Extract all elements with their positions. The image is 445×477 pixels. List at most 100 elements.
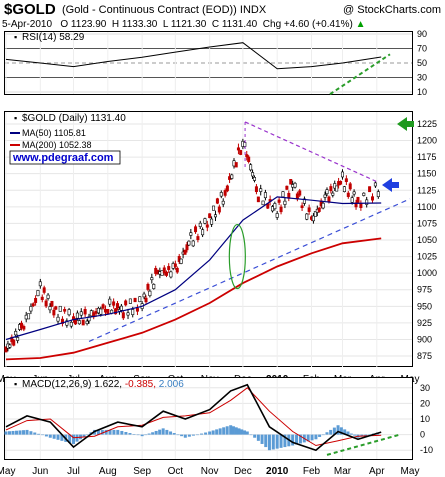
macd-histogram-bar: [200, 433, 204, 435]
price-candle-body: [138, 296, 142, 303]
price-candle-body: [14, 331, 18, 336]
macd-histogram-bar: [44, 434, 48, 437]
price-candle-body: [331, 192, 335, 196]
price-candle-body: [126, 312, 130, 316]
price-candle-body: [124, 300, 128, 306]
price-candle-body: [31, 303, 35, 307]
quote-open: O 1123.90: [60, 19, 107, 30]
macd-histogram-bar: [180, 434, 184, 437]
price-tick-label: 1075: [417, 218, 437, 228]
macd-histogram-bar: [240, 429, 244, 435]
price-candle-body: [46, 294, 50, 299]
price-candle-body: [36, 290, 40, 297]
price-candle-body: [77, 320, 81, 325]
macd-histogram-bar: [208, 431, 212, 435]
macd-histogram-bar: [136, 434, 140, 436]
price-candle-body: [252, 177, 256, 181]
price-candle-body: [243, 142, 247, 147]
price-candle-body: [4, 346, 8, 353]
price-candle-body: [259, 188, 263, 192]
macd-histogram-bar: [15, 430, 19, 435]
macd-histogram-bar: [267, 434, 271, 451]
price-candle-body: [183, 249, 187, 255]
macd-legend-swatch: ▪: [14, 379, 17, 389]
price-candle-body: [16, 337, 20, 341]
ticker-title: $GOLD: [4, 1, 56, 18]
price-candle-body: [146, 283, 150, 290]
macd-histogram-bar: [169, 431, 173, 435]
macd-histogram-bar: [291, 434, 295, 446]
green-arrow-icon: [397, 116, 414, 131]
macd-histogram-bar: [271, 434, 275, 450]
price-candle-body: [365, 199, 369, 205]
macd-histogram-bar: [325, 432, 329, 435]
macd-histogram-bar: [336, 425, 340, 435]
macd-histogram-bar: [256, 434, 260, 441]
macd-x-tick-label: Sep: [133, 466, 151, 477]
price-tick-label: 875: [417, 351, 432, 361]
price-candle-body: [135, 307, 139, 312]
price-candle-body: [108, 298, 112, 305]
price-candle-body: [142, 293, 146, 298]
macd-x-tick-label: Oct: [168, 466, 184, 477]
price-candle-body: [89, 310, 93, 317]
macd-histogram-bar: [161, 428, 165, 435]
price-candle-body: [344, 178, 348, 182]
price-candle-body: [191, 240, 195, 247]
macd-histogram-bar: [245, 431, 249, 435]
rsi-legend-swatch: ▪: [14, 32, 17, 42]
macd-histogram-bar: [243, 430, 247, 435]
price-candle-body: [40, 296, 44, 300]
rsi-green-trendline: [329, 53, 391, 96]
price-candle-body: [359, 203, 363, 208]
price-candle-body: [281, 191, 285, 198]
price-tick-label: 1125: [417, 185, 436, 195]
macd-histogram-bar: [310, 434, 314, 441]
price-candle-body: [376, 191, 380, 197]
price-candle-body: [133, 297, 137, 303]
price-candle-body: [356, 196, 360, 203]
price-candle-body: [131, 309, 135, 315]
macd-histogram-bar: [48, 434, 52, 438]
price-candle-body: [279, 206, 283, 213]
price-candle-body: [354, 202, 358, 208]
price-candle-body: [169, 271, 173, 278]
quote-high: H 1133.30: [111, 19, 158, 30]
macd-histogram-bar: [275, 434, 279, 449]
price-candle-body: [213, 214, 217, 218]
macd-histogram-bar: [104, 429, 108, 435]
price-candle-body: [24, 314, 28, 320]
macd-histogram-bar: [215, 429, 219, 435]
price-candle-body: [60, 318, 64, 324]
macd-histogram-bar: [187, 434, 191, 437]
macd-histogram-bar: [195, 434, 199, 436]
blue-arrow-icon: [382, 177, 399, 192]
macd-tick-label: 10: [420, 414, 430, 424]
price-candle-body: [368, 186, 372, 193]
macd-histogram-bar: [41, 434, 45, 436]
price-candle-body: [335, 185, 339, 192]
macd-x-tick-label: Jul: [67, 466, 80, 477]
macd-histogram-bar: [222, 427, 226, 435]
macd-histogram-bar: [234, 427, 238, 435]
macd-histogram-bar: [72, 434, 76, 444]
price-candle-body: [256, 196, 260, 203]
price-candle-body: [362, 192, 366, 196]
macd-line: [5, 383, 382, 452]
price-candle-body: [247, 156, 251, 162]
price-candle-body: [101, 304, 105, 309]
price-candle-body: [29, 306, 33, 312]
price-candle-body: [194, 226, 198, 233]
price-candle-body: [63, 308, 67, 312]
macd-histogram-bar: [37, 433, 41, 435]
macd-histogram-bar: [183, 434, 187, 438]
macd-histogram-bar: [343, 429, 347, 435]
price-tick-label: 1050: [417, 235, 437, 245]
macd-histogram-bar: [346, 431, 350, 435]
price-candle-body: [234, 162, 238, 168]
price-candle-body: [119, 305, 123, 311]
price-candle-body: [144, 297, 148, 303]
macd-histogram-bar: [33, 432, 37, 435]
macd-x-tick-label: Nov: [201, 466, 219, 477]
price-candle-body: [152, 284, 156, 289]
